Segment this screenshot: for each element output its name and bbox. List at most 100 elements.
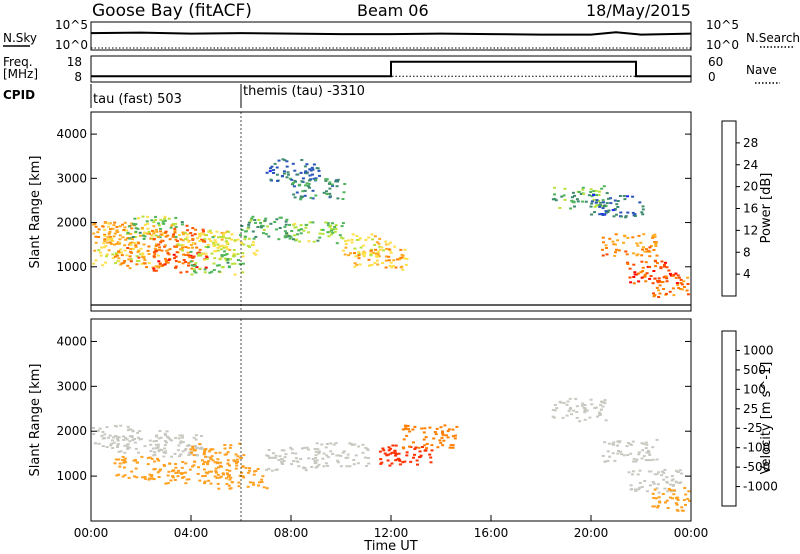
heatmap-cell — [392, 264, 396, 267]
heatmap-cell — [131, 439, 135, 441]
power-y-axis-label: Slant Range [km] — [28, 156, 43, 269]
heatmap-cell — [371, 238, 375, 241]
heatmap-cell — [647, 459, 651, 461]
heatmap-cell — [93, 442, 97, 445]
heatmap-cell — [601, 248, 604, 251]
heatmap-cell — [607, 197, 610, 200]
heatmap-cell — [403, 257, 406, 260]
heatmap-cell — [123, 244, 127, 247]
heatmap-cell — [167, 437, 171, 439]
heatmap-cell — [118, 465, 122, 468]
heatmap-cell — [671, 478, 675, 481]
heatmap-cell — [121, 236, 125, 239]
heatmap-cell — [394, 459, 398, 462]
heatmap-cell — [123, 474, 127, 477]
heatmap-cell — [189, 250, 193, 253]
heatmap-cell — [326, 456, 330, 459]
heatmap-cell — [417, 446, 421, 449]
heatmap-cell — [227, 266, 231, 269]
heatmap-cell — [405, 454, 409, 457]
heatmap-cell — [136, 436, 140, 439]
heatmap-cell — [186, 251, 190, 254]
heatmap-cell — [604, 419, 608, 422]
heatmap-cell — [128, 446, 132, 449]
heatmap-cell — [563, 198, 567, 201]
heatmap-cell — [181, 436, 185, 439]
heatmap-cell — [318, 232, 322, 235]
heatmap-cell — [176, 243, 180, 246]
heatmap-cell — [275, 166, 279, 169]
heatmap-cell — [641, 205, 645, 208]
heatmap-cell — [369, 252, 373, 255]
heatmap-cell — [200, 447, 204, 450]
heatmap-cell — [643, 275, 647, 278]
heatmap-cell — [155, 230, 159, 233]
heatmap-cell — [213, 239, 217, 242]
heatmap-cell — [350, 241, 354, 244]
heatmap-cell — [319, 228, 323, 231]
heatmap-cell — [140, 262, 144, 265]
heatmap-cell — [150, 475, 154, 478]
heatmap-cell — [357, 252, 361, 255]
heatmap-cell — [664, 261, 667, 264]
heatmap-cell — [654, 497, 658, 500]
heatmap-cell — [304, 223, 308, 226]
heatmap-cell — [651, 236, 655, 239]
heatmap-cell — [152, 232, 156, 235]
cpid-segment-2: themis (tau) -3310 — [243, 84, 365, 99]
heatmap-cell — [603, 402, 607, 405]
heatmap-cell — [154, 265, 158, 268]
heatmap-cell — [616, 206, 620, 208]
heatmap-cell — [326, 224, 330, 227]
heatmap-cell — [355, 239, 359, 241]
heatmap-cell — [421, 446, 424, 448]
heatmap-cell — [307, 240, 311, 243]
heatmap-cell — [401, 254, 405, 257]
heatmap-cell — [376, 259, 379, 262]
heatmap-cell — [272, 172, 275, 174]
heatmap-cell — [349, 252, 353, 255]
heatmap-cell — [163, 245, 167, 248]
heatmap-cell — [581, 402, 585, 405]
heatmap-cell — [641, 449, 645, 452]
heatmap-cell — [158, 430, 162, 432]
heatmap-cell — [286, 171, 290, 174]
heatmap-cell — [688, 499, 691, 502]
heatmap-cell — [159, 468, 163, 471]
heatmap-cell — [600, 187, 604, 190]
colorbar-tick-label: -500 — [743, 460, 770, 474]
heatmap-cell — [362, 255, 366, 258]
heatmap-cell — [209, 457, 213, 460]
heatmap-cell — [198, 234, 202, 237]
heatmap-cell — [614, 233, 618, 236]
heatmap-cell — [121, 455, 125, 458]
heatmap-cell — [328, 181, 332, 184]
heatmap-cell — [345, 465, 349, 468]
heatmap-cell — [306, 448, 310, 451]
heatmap-cell — [553, 193, 556, 196]
heatmap-cell — [164, 260, 168, 262]
heatmap-cell — [252, 237, 256, 240]
heatmap-cell — [640, 276, 644, 279]
heatmap-cell — [192, 255, 196, 258]
heatmap-cell — [283, 159, 287, 162]
heatmap-cell — [422, 431, 426, 434]
heatmap-cell — [313, 448, 317, 450]
heatmap-cell — [636, 473, 640, 476]
heatmap-cell — [643, 273, 647, 276]
heatmap-cell — [208, 271, 212, 274]
heatmap-cell — [342, 450, 346, 453]
heatmap-cell — [358, 263, 362, 266]
heatmap-cell — [658, 501, 662, 504]
velocity-colorbar-frame — [721, 330, 737, 507]
heatmap-cell — [267, 235, 271, 238]
heatmap-cell — [265, 171, 269, 174]
heatmap-cell — [179, 238, 183, 241]
heatmap-cell — [299, 458, 303, 460]
heatmap-cell — [252, 252, 256, 255]
heatmap-cell — [609, 202, 613, 205]
heatmap-cell — [346, 456, 350, 459]
heatmap-cell — [128, 242, 132, 245]
heatmap-cell — [204, 252, 208, 255]
